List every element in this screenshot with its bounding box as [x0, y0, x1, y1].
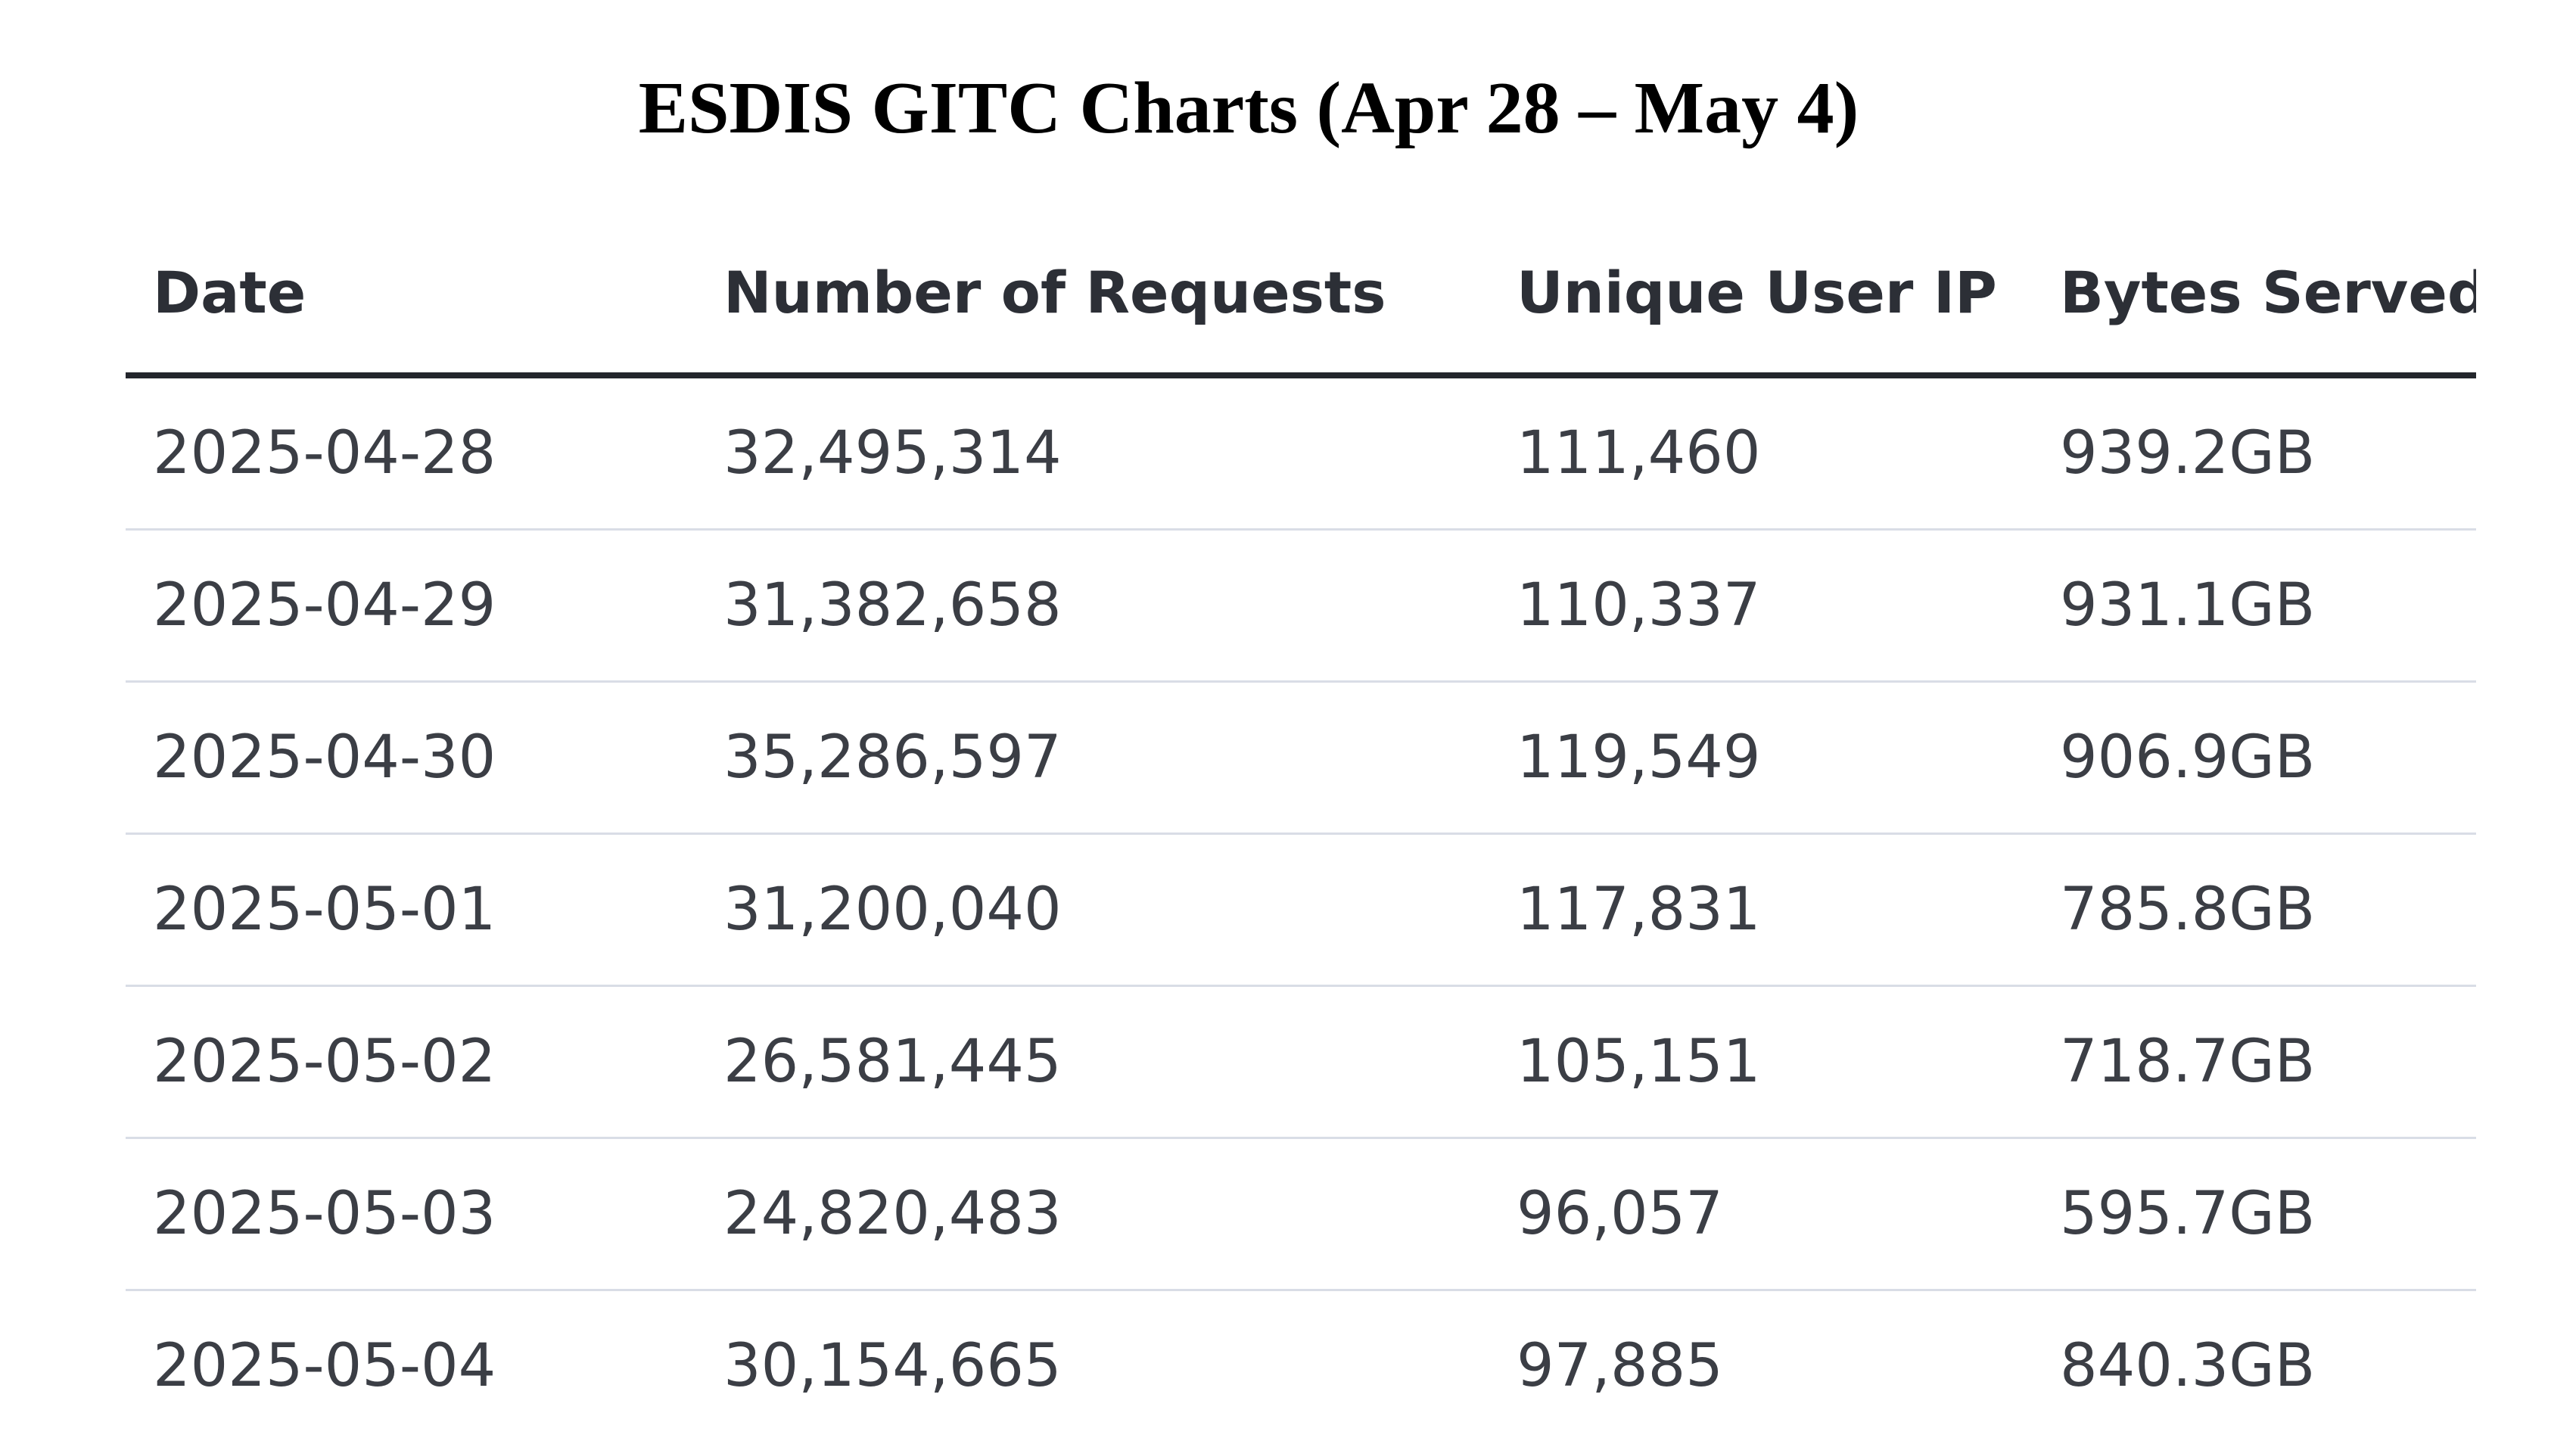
cell-requests: 24,820,483 [696, 1138, 1489, 1290]
cell-date: 2025-05-04 [126, 1290, 696, 1441]
table-row: 2025-04-29 31,382,658 110,337 931.1GB [126, 530, 2476, 682]
cell-requests: 30,154,665 [696, 1290, 1489, 1441]
cell-unique-ip: 110,337 [1489, 530, 2033, 682]
column-header-date: Date [126, 212, 696, 375]
cell-unique-ip: 105,151 [1489, 986, 2033, 1138]
cell-date: 2025-05-02 [126, 986, 696, 1138]
column-header-bytes: Bytes Served [2033, 212, 2476, 375]
column-header-unique-ip: Unique User IP [1489, 212, 2033, 375]
cell-unique-ip: 97,885 [1489, 1290, 2033, 1441]
stats-table: Date Number of Requests Unique User IP B… [126, 212, 2476, 1441]
table-row: 2025-05-04 30,154,665 97,885 840.3GB [126, 1290, 2476, 1441]
cell-bytes: 595.7GB [2033, 1138, 2476, 1290]
cell-requests: 35,286,597 [696, 682, 1489, 834]
table-row: 2025-05-01 31,200,040 117,831 785.8GB [126, 834, 2476, 986]
table-row: 2025-05-02 26,581,445 105,151 718.7GB [126, 986, 2476, 1138]
cell-bytes: 906.9GB [2033, 682, 2476, 834]
cell-date: 2025-04-29 [126, 530, 696, 682]
cell-unique-ip: 96,057 [1489, 1138, 2033, 1290]
cell-bytes: 939.2GB [2033, 375, 2476, 530]
table-row: 2025-05-03 24,820,483 96,057 595.7GB [126, 1138, 2476, 1290]
cell-requests: 31,382,658 [696, 530, 1489, 682]
cell-date: 2025-04-28 [126, 375, 696, 530]
cell-bytes: 718.7GB [2033, 986, 2476, 1138]
column-header-requests: Number of Requests [696, 212, 1489, 375]
page-title: ESDIS GITC Charts (Apr 28 – May 4) [0, 59, 2497, 157]
cell-requests: 26,581,445 [696, 986, 1489, 1138]
cell-requests: 31,200,040 [696, 834, 1489, 986]
cell-bytes: 785.8GB [2033, 834, 2476, 986]
cell-bytes: 840.3GB [2033, 1290, 2476, 1441]
cell-requests: 32,495,314 [696, 375, 1489, 530]
cell-date: 2025-05-01 [126, 834, 696, 986]
table-row: 2025-04-30 35,286,597 119,549 906.9GB [126, 682, 2476, 834]
cell-date: 2025-05-03 [126, 1138, 696, 1290]
cell-unique-ip: 111,460 [1489, 375, 2033, 530]
table-header-row: Date Number of Requests Unique User IP B… [126, 212, 2476, 375]
table-row: 2025-04-28 32,495,314 111,460 939.2GB [126, 375, 2476, 530]
cell-date: 2025-04-30 [126, 682, 696, 834]
cell-unique-ip: 119,549 [1489, 682, 2033, 834]
cell-bytes: 931.1GB [2033, 530, 2476, 682]
cell-unique-ip: 117,831 [1489, 834, 2033, 986]
